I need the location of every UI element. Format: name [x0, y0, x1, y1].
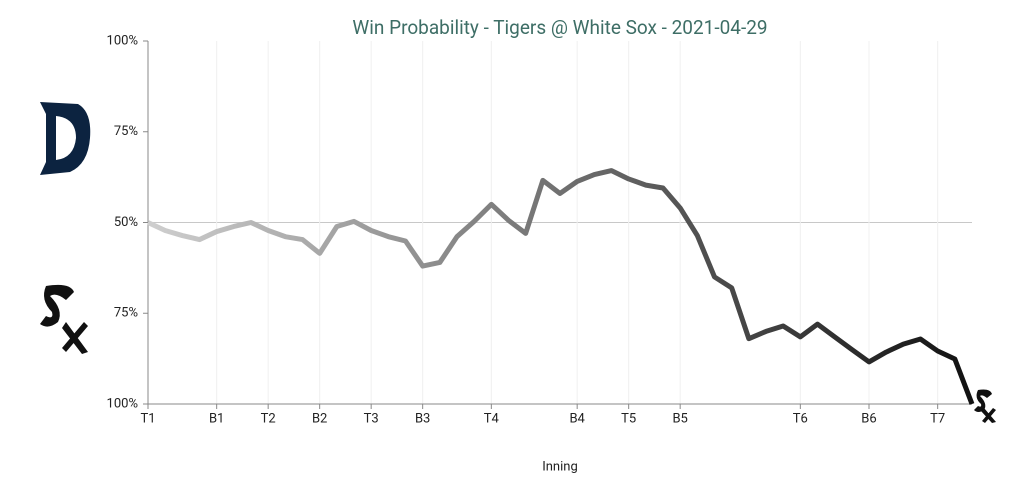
x-tick-label: B6	[861, 411, 876, 426]
win-probability-line	[146, 168, 975, 405]
x-tick-label: B4	[569, 411, 585, 426]
x-tick-label: B5	[672, 411, 687, 426]
y-tick-label: 100%	[107, 396, 138, 411]
y-tick-label: 75%	[114, 124, 138, 139]
x-tick-label: B1	[209, 411, 224, 426]
x-tick-label: T7	[930, 411, 945, 426]
x-tick-label: B2	[312, 411, 327, 426]
chart-title: Win Probability - Tigers @ White Sox - 2…	[352, 16, 767, 39]
white-sox-logo	[40, 284, 88, 354]
x-tick-label: T3	[364, 411, 379, 426]
x-tick-label: T4	[484, 411, 500, 426]
y-tick-label: 50%	[114, 215, 138, 230]
x-tick-label: T1	[140, 411, 155, 426]
white-sox-logo-end	[974, 389, 996, 423]
x-axis-title: Inning	[542, 459, 578, 474]
x-tick-label: T2	[261, 411, 276, 426]
x-tick-label: T5	[621, 411, 636, 426]
y-tick-label: 75%	[114, 306, 138, 321]
y-tick-label: 100%	[107, 33, 138, 48]
x-tick-label: T6	[793, 411, 808, 426]
tigers-logo	[40, 102, 91, 175]
x-tick-label: B3	[415, 411, 430, 426]
